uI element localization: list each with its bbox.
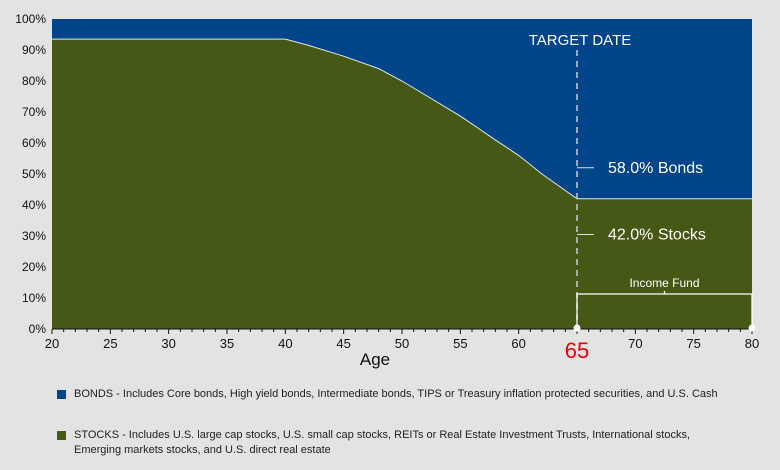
bonds-swatch <box>57 390 66 399</box>
x-tick-label: 50 <box>395 336 409 351</box>
x-tick-label: 75 <box>686 336 700 351</box>
y-tick-label: 80% <box>22 74 46 88</box>
target-date-label: TARGET DATE <box>529 32 632 49</box>
y-tick-label: 100% <box>15 12 46 26</box>
x-tick-label: 45 <box>336 336 350 351</box>
legend-bonds: BONDS - Includes Core bonds, High yield … <box>57 387 737 402</box>
bonds-annotation: 58.0% Bonds <box>608 160 703 177</box>
stocks-area <box>52 39 752 330</box>
legend-stocks-text: STOCKS - Includes U.S. large cap stocks,… <box>74 429 691 456</box>
stocks-annotation: 42.0% Stocks <box>608 226 706 243</box>
end-dot <box>748 324 756 332</box>
x-tick-label: 30 <box>161 336 175 351</box>
y-tick-label: 30% <box>22 229 46 243</box>
y-tick-label: 70% <box>22 105 46 119</box>
income-fund-label: Income Fund <box>629 276 699 290</box>
stocks-swatch <box>57 431 66 440</box>
target-age-label: 65 <box>565 338 589 363</box>
stocks-line <box>52 38 752 200</box>
x-tick-label: 40 <box>278 336 292 351</box>
y-tick-label: 50% <box>22 167 46 181</box>
chart-svg: 0% 10% 20% 30% 40% 50% 60% 70% 80% 90% 100% 20 25 30 3… <box>15 12 759 369</box>
legend-bonds-text: BONDS - Includes Core bonds, High yield … <box>74 388 718 400</box>
y-tick-label: 10% <box>22 291 46 305</box>
x-tick-label: 20 <box>45 336 59 351</box>
x-tick-label: 55 <box>453 336 467 351</box>
x-axis-label: Age <box>360 350 390 369</box>
x-tick-label: 25 <box>103 336 117 351</box>
y-tick-label: 40% <box>22 198 46 212</box>
x-tick-label: 35 <box>220 336 234 351</box>
y-tick-label: 0% <box>29 322 47 336</box>
y-tick-label: 90% <box>22 43 46 57</box>
x-tick-label: 60 <box>511 336 525 351</box>
x-tick-label: 80 <box>745 336 759 351</box>
y-tick-label: 20% <box>22 260 46 274</box>
income-fund-bracket <box>576 290 753 327</box>
legend-stocks: STOCKS - Includes U.S. large cap stocks,… <box>57 428 737 458</box>
y-tick-label: 60% <box>22 136 46 150</box>
x-tick-label: 70 <box>628 336 642 351</box>
target-dot <box>573 324 581 332</box>
